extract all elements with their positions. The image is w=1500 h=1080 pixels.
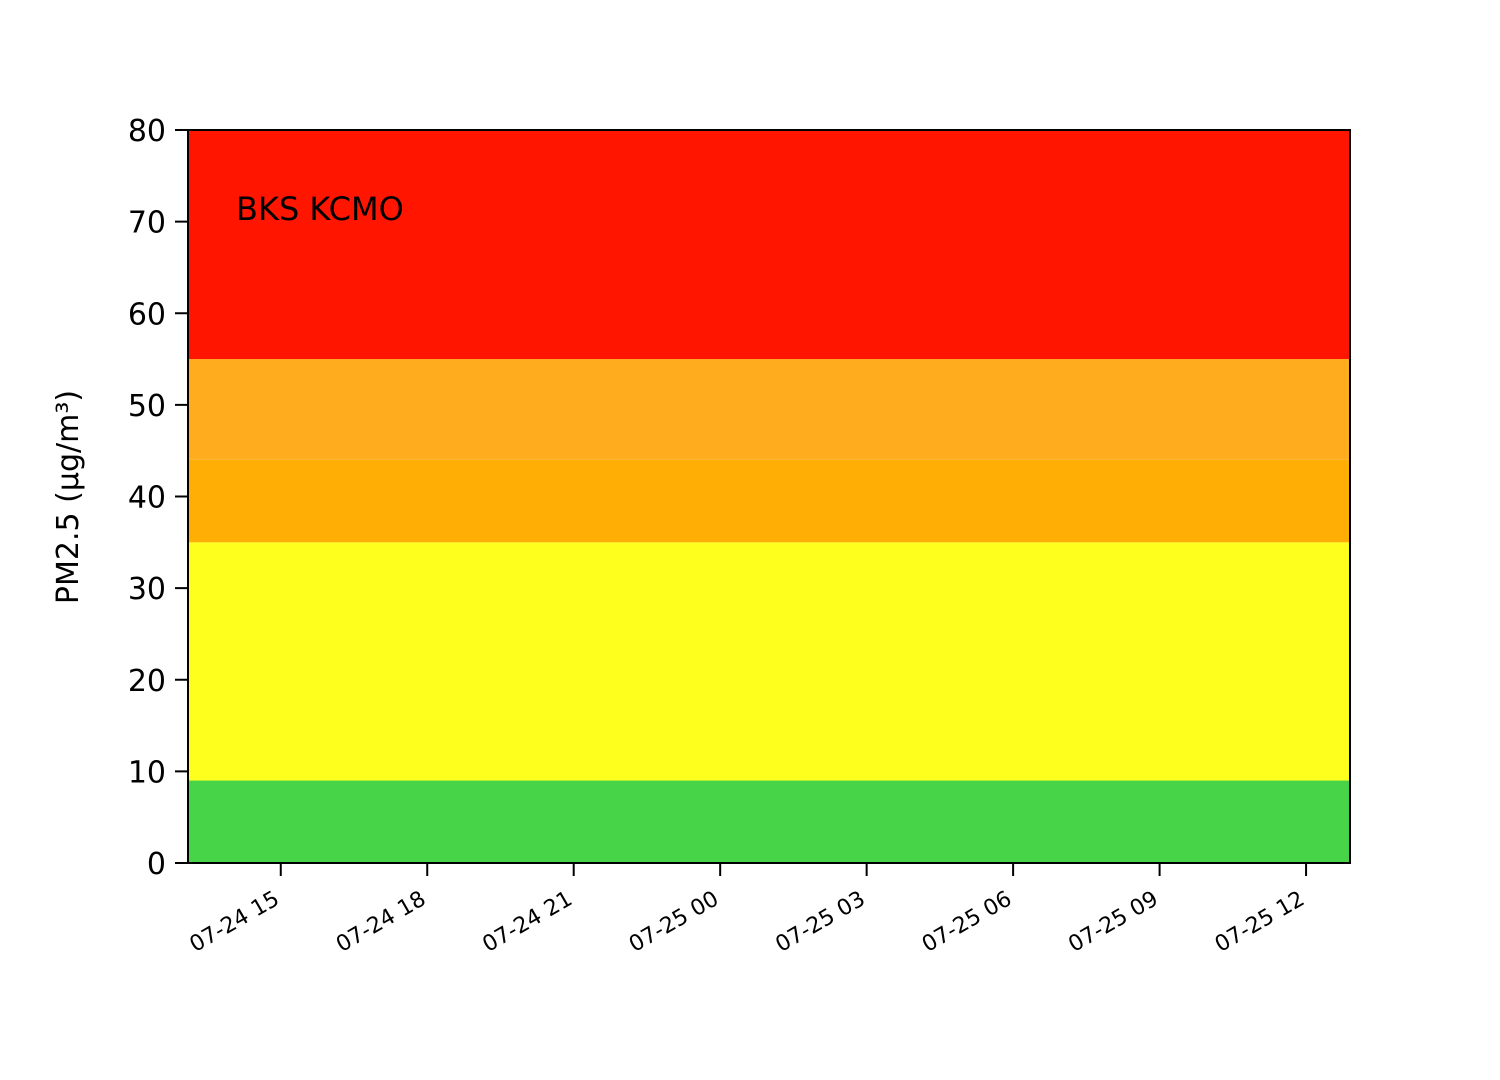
y-tick-label-40: 40	[128, 481, 166, 516]
x-tick-label-4: 07-25 03	[771, 887, 869, 958]
aqi-band-0	[188, 780, 1350, 863]
site-label: BKS KCMO	[236, 190, 404, 228]
y-tick-label-0: 0	[147, 847, 166, 882]
y-tick-label-20: 20	[128, 664, 166, 699]
x-tick-label-5: 07-25 06	[918, 887, 1016, 958]
y-axis: 0 10 20 30 40 50 60 70 80	[128, 114, 188, 882]
x-tick-label-3: 07-25 00	[625, 887, 723, 958]
x-tick-label-2: 07-24 21	[479, 887, 577, 958]
x-tick-label-0: 07-24 15	[186, 887, 284, 958]
y-tick-label-30: 30	[128, 572, 166, 607]
aqi-band-1	[188, 542, 1350, 781]
aqi-band-2	[188, 459, 1350, 543]
aqi-bands	[188, 130, 1350, 863]
y-tick-label-70: 70	[128, 206, 166, 241]
y-axis-label: PM2.5 (µg/m³)	[51, 390, 86, 604]
y-tick-label-60: 60	[128, 297, 166, 332]
x-tick-label-7: 07-25 12	[1211, 887, 1309, 958]
y-tick-label-10: 10	[128, 755, 166, 790]
x-axis: 07-24 15 07-24 18 07-24 21 07-25 00 07-25 03…	[186, 863, 1309, 958]
x-tick-label-6: 07-25 09	[1064, 887, 1162, 958]
aqi-band-4	[188, 130, 1350, 360]
aqi-band-3	[188, 359, 1350, 460]
y-tick-label-80: 80	[128, 114, 166, 149]
y-tick-label-50: 50	[128, 389, 166, 424]
x-tick-label-1: 07-24 18	[332, 887, 430, 958]
